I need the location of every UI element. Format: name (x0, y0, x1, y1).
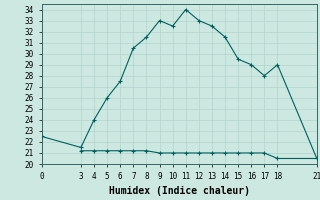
X-axis label: Humidex (Indice chaleur): Humidex (Indice chaleur) (109, 186, 250, 196)
